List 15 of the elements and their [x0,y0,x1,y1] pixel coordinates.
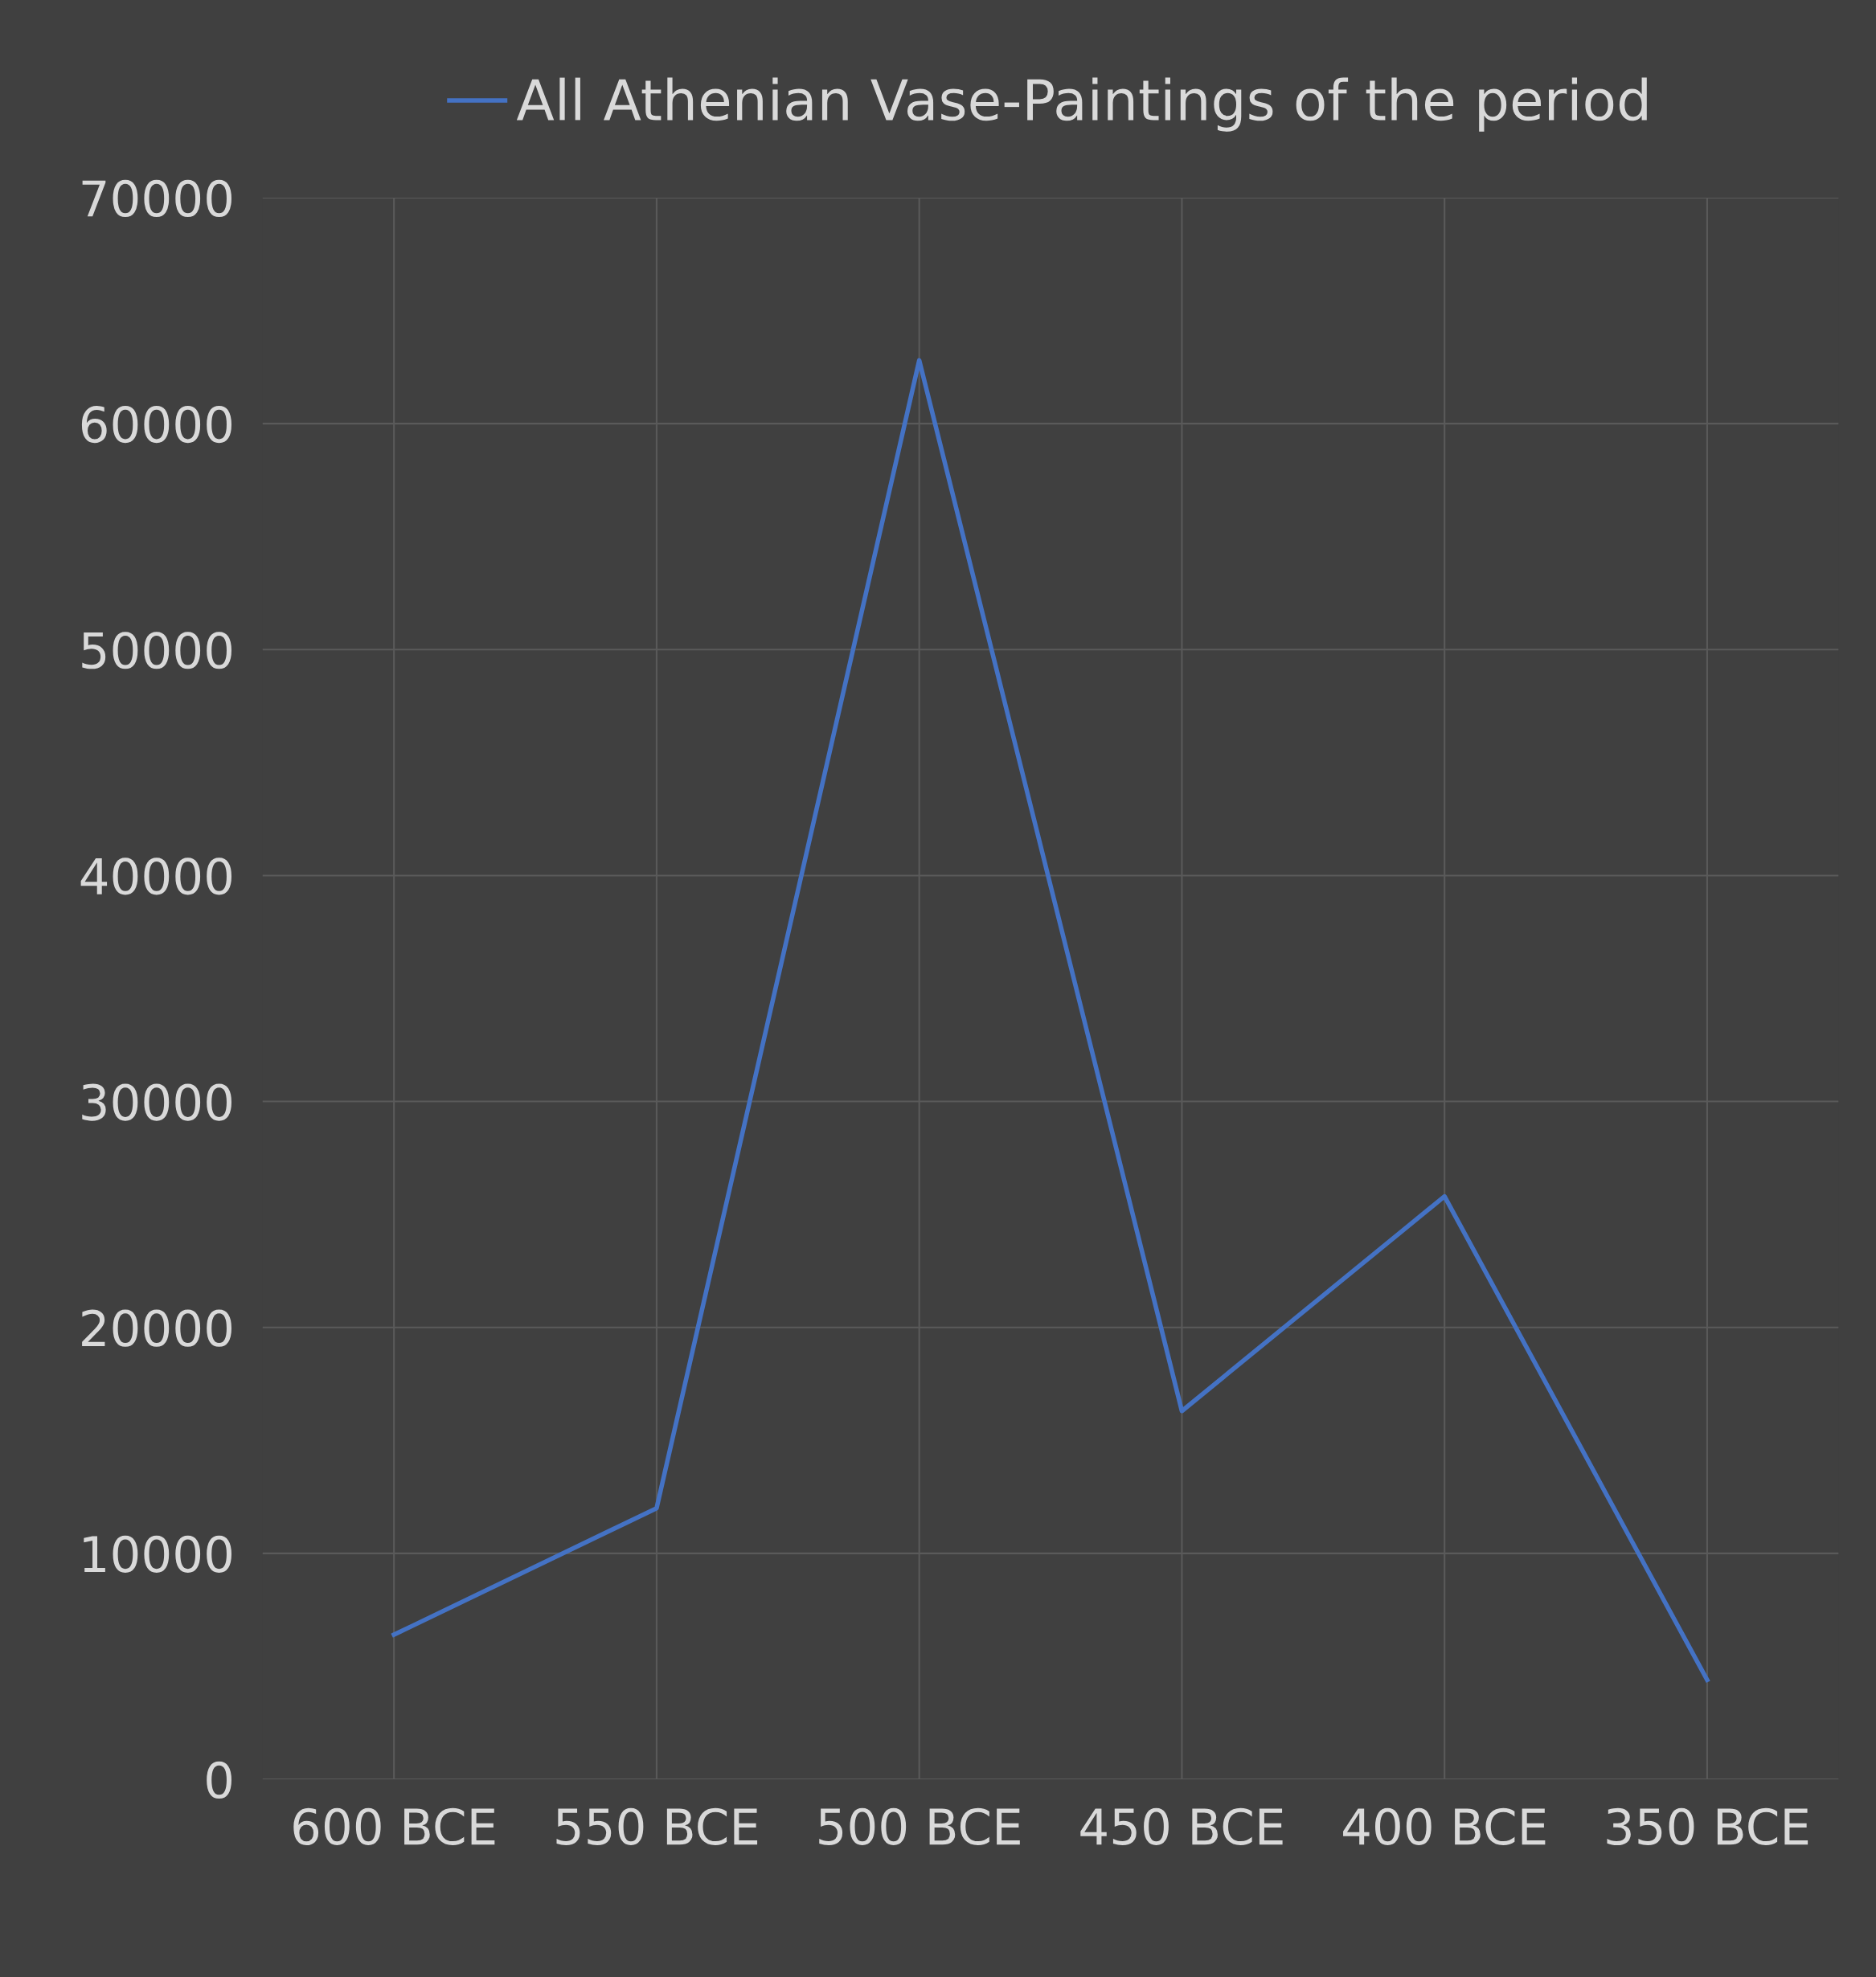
x-tick-label: 450 BCE [1080,1807,1283,1846]
y-tick-label: 10000 [84,1535,231,1573]
y-tick-label: 0 [207,1761,231,1799]
y-tick-label: 30000 [82,1083,231,1121]
x-tick-label: 550 BCE [556,1807,758,1846]
y-tick-label: 50000 [82,632,231,669]
x-tick-label: 400 BCE [1343,1807,1546,1846]
x-tick-label: 500 BCE [819,1807,1020,1846]
x-tick-label: 600 BCE [293,1807,495,1846]
x-tick-label: 350 BCE [1607,1807,1808,1846]
y-tick-label: 40000 [80,858,231,895]
y-tick-label: 70000 [82,179,231,218]
legend-label: All Athenian Vase-Paintings of the period [516,77,1647,132]
y-tick-label: 20000 [82,1309,231,1347]
y-tick-label: 60000 [81,406,231,444]
